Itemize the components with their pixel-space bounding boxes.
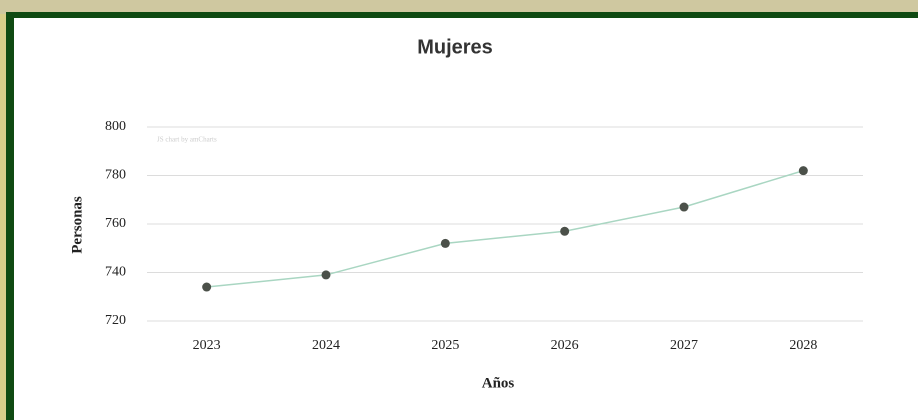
x-tick-label: 2026: [551, 338, 579, 353]
marker: [440, 238, 450, 248]
x-axis-label: Años: [482, 375, 515, 391]
y-tick-label: 780: [105, 168, 126, 183]
x-tick-label: 2028: [789, 338, 817, 353]
marker: [321, 270, 331, 280]
panel: [14, 18, 918, 420]
marker: [560, 226, 570, 236]
x-tick-label: 2023: [193, 338, 221, 353]
y-tick-label: 800: [105, 119, 126, 134]
banner-strip: [0, 0, 918, 14]
line: [206, 169, 804, 288]
y-axis-label: Personas: [69, 196, 85, 254]
watermark: JS chart by amCharts: [157, 136, 217, 144]
y-tick-label: 740: [105, 265, 126, 280]
y-tick-label: 720: [105, 313, 126, 328]
x-tick-label: 2024: [312, 338, 340, 353]
x-tick-label: 2025: [431, 338, 459, 353]
chart-title: Mujeres: [417, 36, 493, 58]
y-tick-label: 760: [105, 216, 126, 231]
marker: [798, 166, 808, 176]
marker: [679, 202, 689, 212]
marker: [202, 282, 212, 292]
x-tick-label: 2027: [670, 338, 698, 353]
